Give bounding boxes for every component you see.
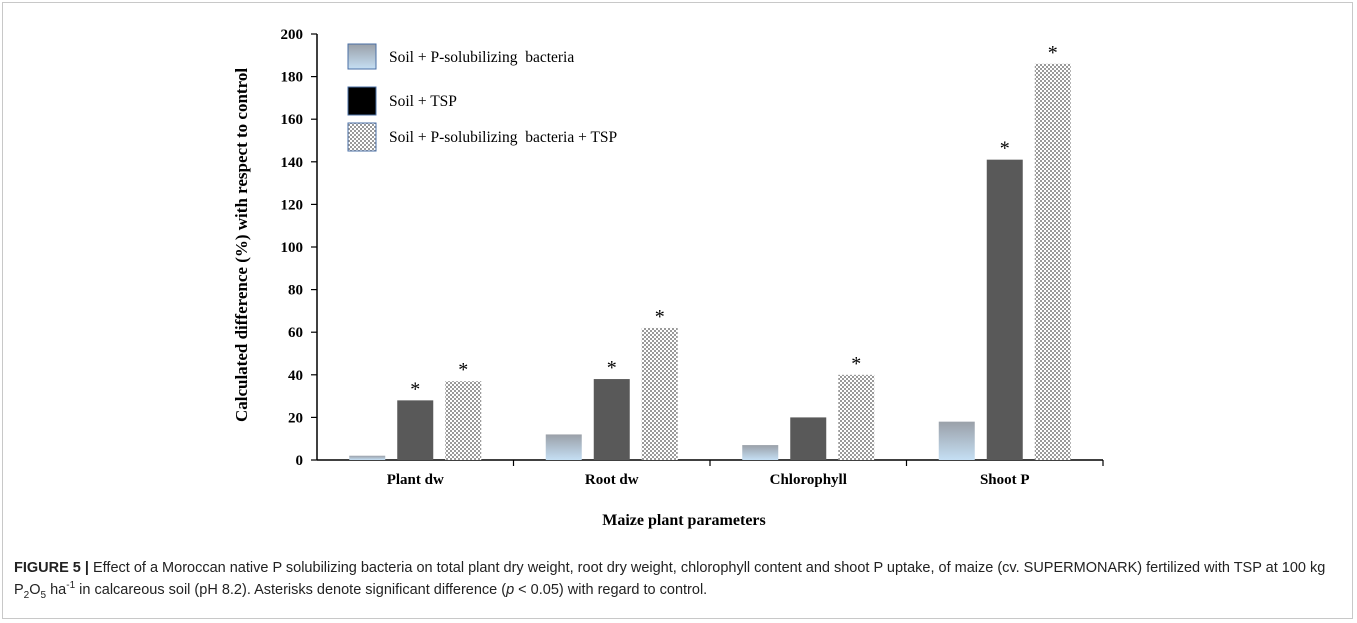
bar-series-3 bbox=[1034, 63, 1071, 460]
bar-series-1 bbox=[545, 434, 582, 460]
bar-series-3 bbox=[641, 327, 678, 460]
significance-asterisk: * bbox=[458, 359, 468, 381]
legend-label-series-3: Soil + P-solubilizing bacteria + TSP bbox=[389, 129, 617, 146]
bar-series-1 bbox=[349, 455, 386, 460]
legend-swatch-series-1 bbox=[347, 43, 377, 70]
bar-chart: 0 20 40 60 80 100 120 140 160 180 200 Plant dw Root … bbox=[232, 27, 1104, 529]
legend-swatch-series-3 bbox=[347, 122, 377, 152]
x-axis-title: Maize plant parameters bbox=[602, 512, 766, 529]
significance-asterisk: * bbox=[1000, 138, 1010, 160]
y-tick-label: 20 bbox=[288, 410, 303, 426]
x-tick-label: Root dw bbox=[585, 472, 639, 488]
x-tick-label: Chlorophyll bbox=[770, 472, 847, 488]
x-tick-label: Shoot P bbox=[980, 472, 1030, 488]
significance-asterisk: * bbox=[655, 306, 665, 328]
x-tick-label: Plant dw bbox=[387, 472, 444, 488]
y-tick-label: 80 bbox=[288, 283, 303, 299]
y-tick-label: 120 bbox=[281, 197, 304, 213]
significance-asterisk: * bbox=[1048, 42, 1058, 64]
y-tick-label: 60 bbox=[288, 325, 303, 341]
y-tick-label: 0 bbox=[296, 453, 304, 469]
legend-label-series-1: Soil + P-solubilizing bacteria bbox=[389, 49, 574, 66]
bar-series-2 bbox=[593, 379, 630, 460]
bar-series-1 bbox=[742, 445, 779, 460]
significance-asterisk: * bbox=[607, 357, 617, 379]
y-tick-label: 140 bbox=[281, 155, 304, 171]
bar-series-2 bbox=[986, 159, 1023, 461]
y-tick-label: 40 bbox=[288, 368, 303, 384]
significance-asterisk: * bbox=[851, 353, 861, 375]
y-tick-label: 100 bbox=[281, 240, 304, 256]
legend-swatch-series-2 bbox=[347, 86, 377, 116]
bar-series-1 bbox=[938, 421, 975, 460]
bar-series-2 bbox=[790, 417, 827, 460]
y-tick-label: 200 bbox=[281, 27, 304, 43]
bar-series-3 bbox=[838, 374, 875, 460]
figure-caption: FIGURE 5 | Effect of a Moroccan native P… bbox=[14, 560, 1326, 601]
y-axis-title: Calculated difference (%) with respect t… bbox=[232, 68, 251, 422]
y-tick-label: 180 bbox=[281, 70, 304, 86]
y-tick-label: 160 bbox=[281, 112, 304, 128]
bar-series-3 bbox=[445, 381, 482, 460]
legend-label-series-2: Soil + TSP bbox=[389, 93, 457, 110]
significance-asterisk: * bbox=[410, 378, 420, 400]
legend: Soil + P-solubilizing bacteria Soil + TS… bbox=[347, 43, 617, 152]
caption-label: FIGURE 5 | bbox=[14, 560, 89, 576]
bar-series-2 bbox=[397, 400, 434, 460]
